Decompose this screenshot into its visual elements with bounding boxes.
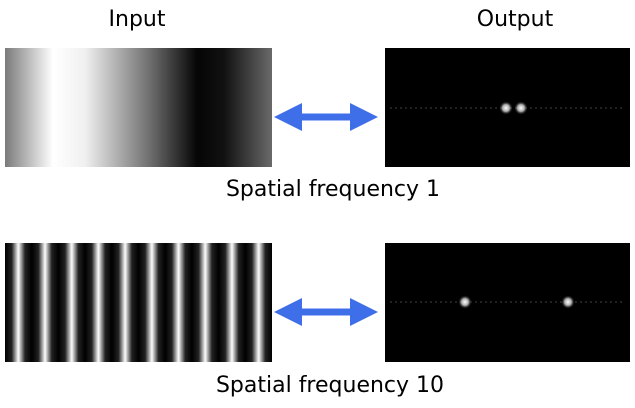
input-label: Input xyxy=(109,7,166,32)
peak xyxy=(458,295,472,309)
output-label: Output xyxy=(477,7,554,32)
peak xyxy=(561,295,575,309)
input-image xyxy=(5,48,272,167)
peak xyxy=(499,101,513,115)
peak xyxy=(514,101,528,115)
caption: Spatial frequency 1 xyxy=(226,177,440,202)
diagram: Input Output Spatial frequency 1 Spatial… xyxy=(0,0,635,408)
input-image xyxy=(5,243,272,362)
caption: Spatial frequency 10 xyxy=(216,373,444,398)
